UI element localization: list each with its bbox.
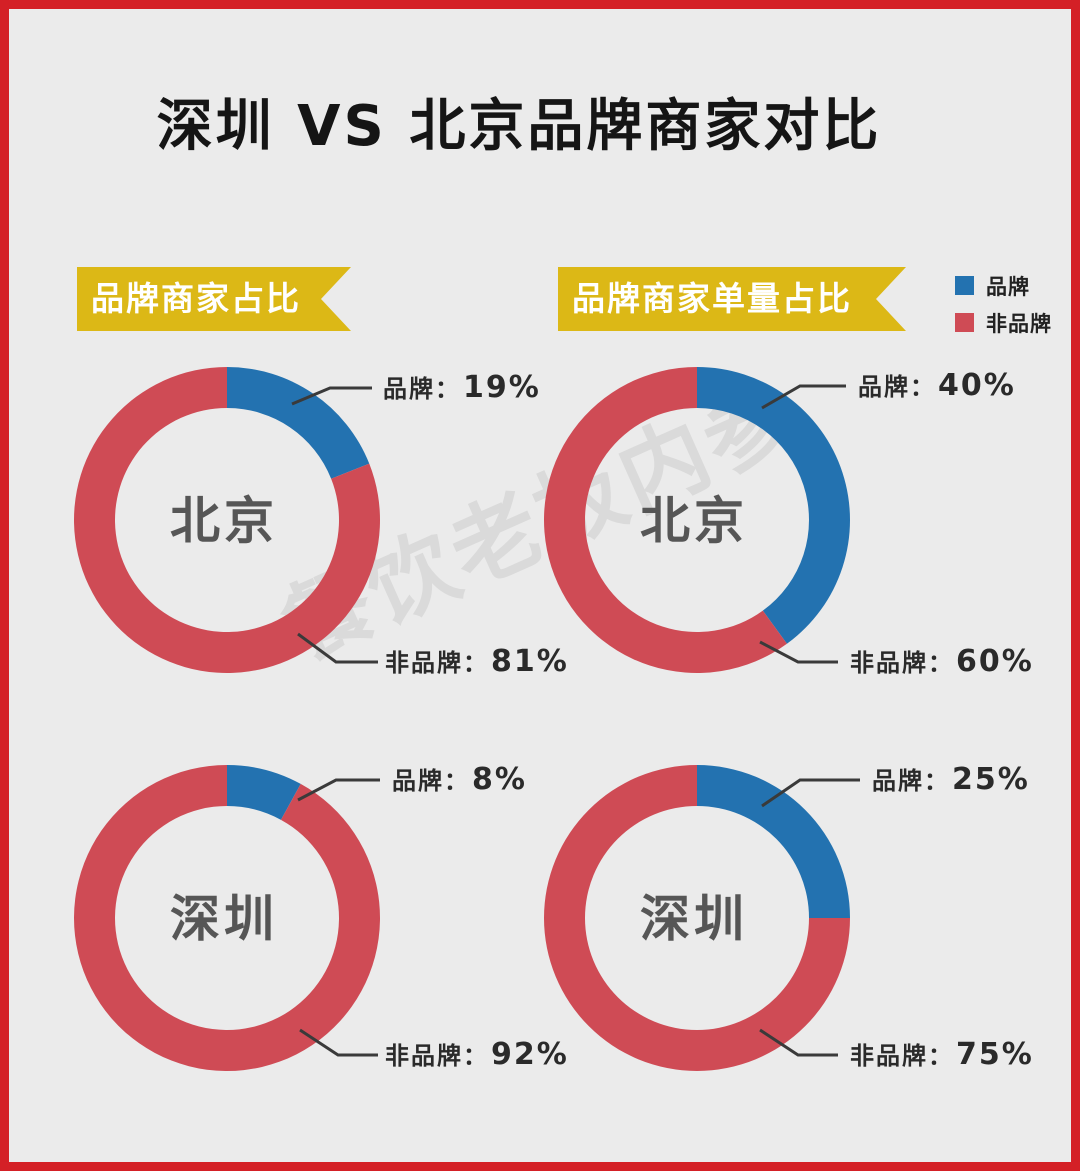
- slice-value-label: 40%: [938, 368, 1016, 403]
- slice-label: 非品牌：92%: [385, 1037, 569, 1072]
- legend-label: 非品牌: [986, 311, 1052, 336]
- legend-swatch-non-brand: [955, 313, 974, 332]
- section-label: 品牌商家占比: [91, 279, 301, 318]
- slice-label: 品牌：19%: [383, 370, 541, 405]
- donut-chart-1: [73, 367, 380, 674]
- section-banner-order-share: 品牌商家单量占比: [558, 267, 906, 331]
- slice-label: 品牌：40%: [858, 368, 1016, 403]
- slice-value-label: 60%: [956, 644, 1034, 679]
- slice-value-label: 8%: [472, 762, 527, 797]
- donut-center-label: 深圳: [170, 890, 278, 948]
- legend-item-non-brand: 非品牌: [955, 304, 1052, 341]
- donut-slice-non-brand: [543, 367, 787, 673]
- legend-item-brand: 品牌: [955, 267, 1052, 304]
- leader-line: [761, 778, 860, 808]
- leader-line: [759, 640, 838, 664]
- legend: 品牌 非品牌: [955, 267, 1052, 341]
- donut-chart-2: [543, 367, 850, 673]
- donut-slice-brand: [227, 367, 370, 479]
- slice-label: 非品牌：75%: [850, 1037, 1034, 1072]
- slice-value-label: 81%: [491, 644, 569, 679]
- donut-center-label: 北京: [170, 492, 278, 550]
- slice-value-label: 92%: [491, 1037, 569, 1072]
- slice-label: 非品牌：60%: [850, 644, 1034, 679]
- slice-value-label: 19%: [463, 370, 541, 405]
- leader-line: [299, 1028, 378, 1057]
- donut-chart-3: [74, 765, 381, 1071]
- legend-swatch-brand: [955, 276, 974, 295]
- donut-chart-4: [544, 765, 850, 1071]
- leader-line: [297, 632, 378, 664]
- slice-label: 品牌：8%: [392, 762, 527, 797]
- section-banner-brand-share: 品牌商家占比: [77, 267, 351, 331]
- slice-label: 品牌：25%: [872, 762, 1030, 797]
- slice-value-label: 25%: [952, 762, 1030, 797]
- donut-center-label: 北京: [640, 492, 748, 550]
- leader-line: [759, 1028, 838, 1057]
- donut-center-label: 深圳: [640, 890, 748, 948]
- leader-line: [761, 384, 846, 410]
- legend-label: 品牌: [986, 274, 1030, 299]
- slice-label: 非品牌：81%: [385, 644, 569, 679]
- leader-line: [291, 386, 372, 406]
- leader-line: [297, 778, 380, 802]
- donut-slice-brand: [697, 367, 850, 644]
- section-label: 品牌商家单量占比: [572, 279, 852, 318]
- donut-slice-brand: [697, 765, 850, 918]
- page-title: 深圳 VS 北京品牌商家对比: [156, 94, 882, 159]
- slice-value-label: 75%: [956, 1037, 1034, 1072]
- donut-slice-brand: [227, 765, 301, 820]
